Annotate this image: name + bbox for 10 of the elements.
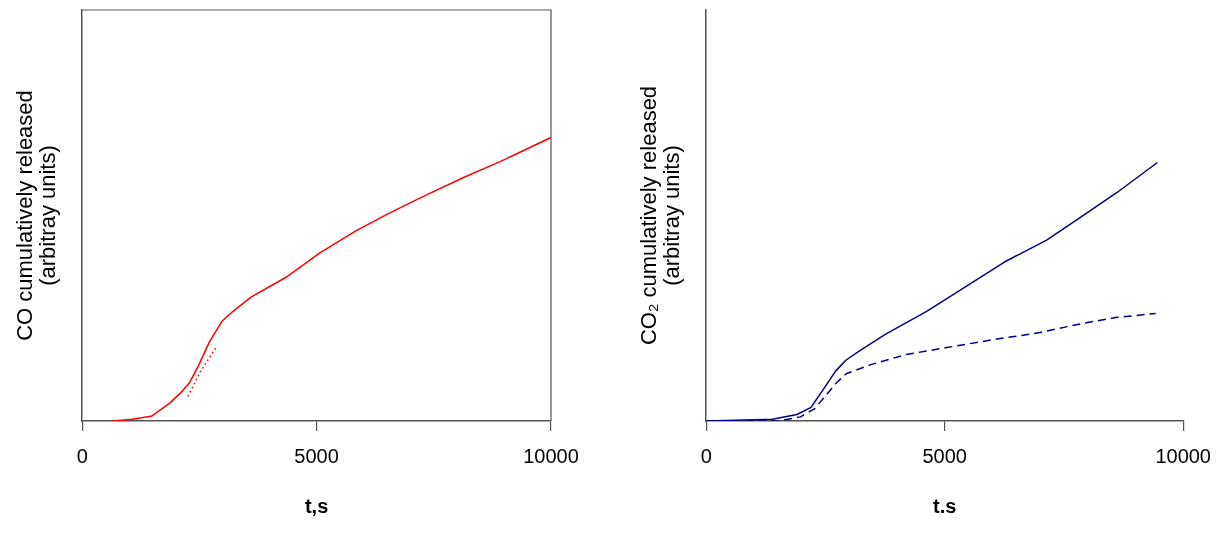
y-axis-title: CO cumulatively released (arbitray units) [11, 90, 60, 341]
x-axis-title: t,s [304, 494, 329, 517]
x-tick-label: 5000 [294, 444, 339, 467]
x-tick-label: 5000 [922, 444, 967, 467]
x-tick-label: 10000 [523, 444, 579, 467]
x-tick-label: 0 [700, 444, 712, 467]
y-axis-title: CO₂ cumulatively released (arbitray units) [635, 85, 684, 346]
x-tick-label: 0 [76, 444, 88, 467]
x-tick-label: 10000 [1155, 444, 1211, 467]
x-axis-title: t.s [933, 494, 957, 517]
